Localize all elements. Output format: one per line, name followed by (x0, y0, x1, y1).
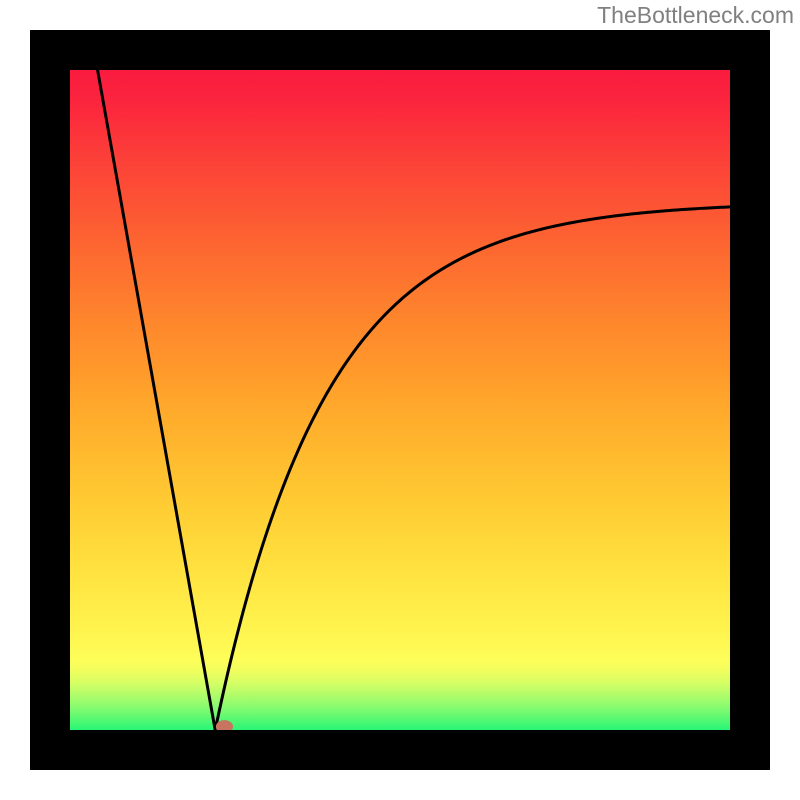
chart-stage: TheBottleneck.com (0, 0, 800, 800)
watermark-text: TheBottleneck.com (597, 2, 794, 29)
plot-svg (70, 70, 730, 730)
plot-area (30, 30, 770, 770)
gradient-background (70, 70, 730, 730)
